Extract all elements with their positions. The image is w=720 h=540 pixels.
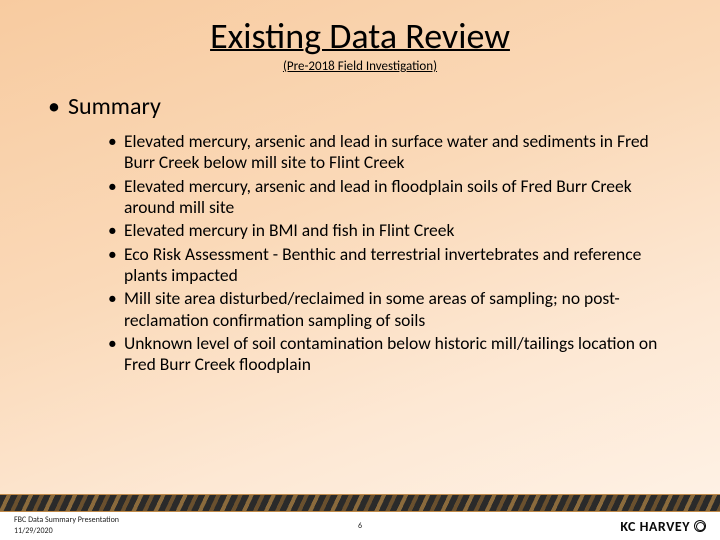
footer-page-number: 6 bbox=[358, 521, 362, 531]
slide-title: Existing Data Review bbox=[0, 0, 720, 58]
list-item: Unknown level of soil contamination belo… bbox=[108, 333, 680, 376]
bullet-list-level1: Summary Elevated mercury, arsenic and le… bbox=[48, 92, 680, 376]
list-item: Elevated mercury, arsenic and lead in fl… bbox=[108, 176, 680, 219]
slide-footer: FBC Data Summary Presentation 11/29/2020… bbox=[0, 512, 720, 540]
slide-content: Summary Elevated mercury, arsenic and le… bbox=[0, 74, 720, 376]
list-item: Elevated mercury in BMI and fish in Flin… bbox=[108, 220, 680, 241]
slide-subtitle: (Pre-2018 Field Investigation) bbox=[0, 59, 720, 74]
footer-date: 11/29/2020 bbox=[14, 527, 119, 536]
summary-heading: Summary bbox=[68, 92, 161, 121]
list-item: Elevated mercury, arsenic and lead in su… bbox=[108, 131, 680, 174]
list-item: Mill site area disturbed/reclaimed in so… bbox=[108, 288, 680, 331]
brand-text: KC HARVEY bbox=[620, 518, 690, 535]
list-item: Summary Elevated mercury, arsenic and le… bbox=[48, 92, 680, 376]
footer-brand: KC HARVEY bbox=[620, 518, 706, 535]
brand-logo-icon bbox=[694, 520, 706, 532]
slide: Existing Data Review (Pre-2018 Field Inv… bbox=[0, 0, 720, 540]
decorative-band bbox=[0, 494, 720, 512]
list-item: Eco Risk Assessment - Benthic and terres… bbox=[108, 244, 680, 287]
bullet-list-level2: Elevated mercury, arsenic and lead in su… bbox=[108, 131, 680, 376]
footer-left: FBC Data Summary Presentation 11/29/2020 bbox=[14, 516, 119, 536]
footer-doc-title: FBC Data Summary Presentation bbox=[14, 516, 119, 525]
